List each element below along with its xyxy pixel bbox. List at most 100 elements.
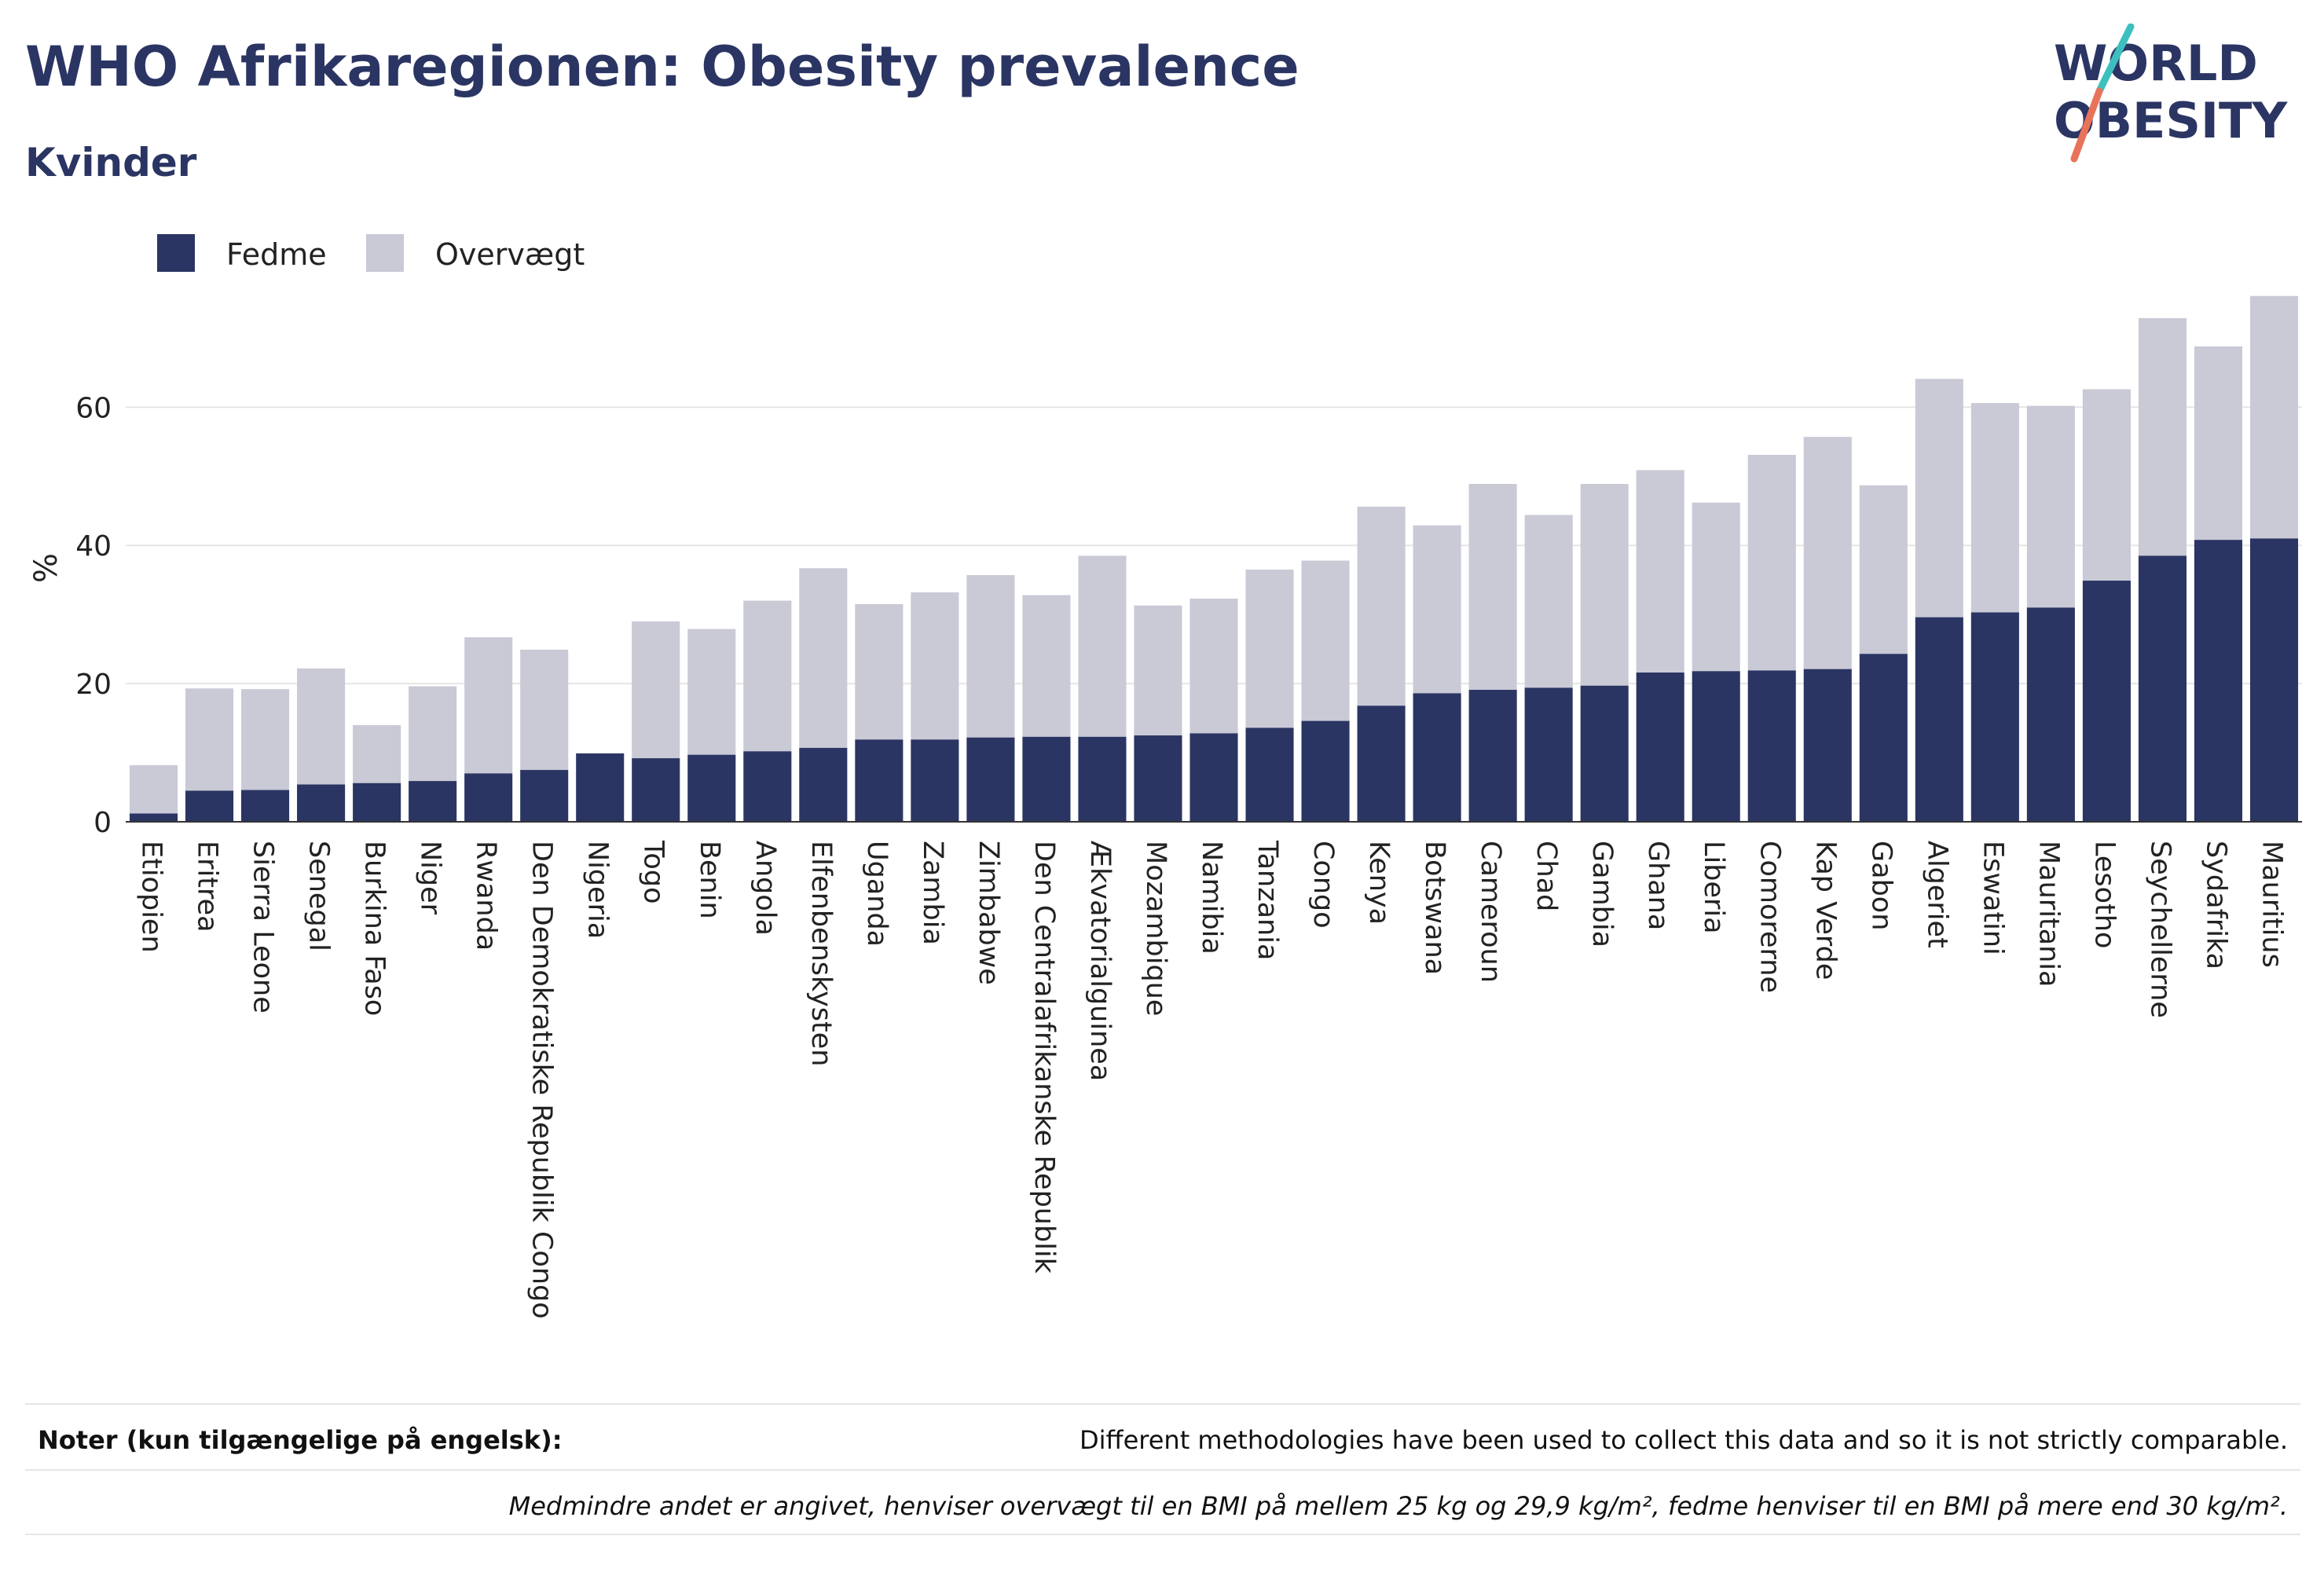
notes-definition: Medmindre andet er angivet, henviser ove… bbox=[508, 1491, 2288, 1521]
bar-fedme bbox=[241, 790, 290, 822]
bar-fedme bbox=[1468, 690, 1517, 822]
bar-fedme bbox=[2026, 607, 2075, 822]
bar-fedme bbox=[129, 813, 178, 822]
x-tick-label: Namibia bbox=[1196, 841, 1227, 955]
x-tick-label: Elfenbenskysten bbox=[805, 841, 837, 1066]
bar-fedme bbox=[1747, 670, 1796, 822]
x-tick-label: Uganda bbox=[861, 841, 893, 947]
notes-text: Different methodologies have been used t… bbox=[1080, 1425, 2288, 1455]
x-tick-label: Burkina Faso bbox=[359, 841, 390, 1016]
bar-overvaegt bbox=[1301, 560, 1350, 721]
x-tick-label: Gabon bbox=[1865, 841, 1897, 930]
bar-overvaegt bbox=[1803, 437, 1852, 669]
x-tick-label: Tanzania bbox=[1252, 840, 1283, 960]
bar-overvaegt bbox=[1692, 502, 1740, 672]
legend-label-overvaegt: Overvægt bbox=[435, 237, 585, 272]
x-tick-label: Kenya bbox=[1363, 841, 1395, 925]
bar-overvaegt bbox=[2194, 346, 2243, 541]
bar-overvaegt bbox=[1859, 485, 1908, 654]
x-tick-label: Algeriet bbox=[1921, 841, 1952, 948]
x-tick-label: Senegal bbox=[303, 841, 335, 951]
bar-overvaegt bbox=[2249, 295, 2299, 539]
x-tick-label: Den Demokratiske Republik Congo bbox=[526, 841, 558, 1319]
bars bbox=[129, 295, 2299, 822]
bar-fedme bbox=[2138, 555, 2187, 822]
bar-overvaegt bbox=[464, 637, 513, 774]
bar-fedme bbox=[1692, 671, 1740, 822]
legend-swatch-overvaegt bbox=[366, 234, 404, 272]
x-tick-label: Mauritania bbox=[2033, 841, 2064, 987]
notes-rule-middle bbox=[25, 1469, 2300, 1471]
bar-overvaegt bbox=[1078, 555, 1127, 737]
x-tick-label: Kap Verde bbox=[1809, 841, 1841, 980]
bar-overvaegt bbox=[799, 568, 848, 748]
x-tick-label: Sydafrika bbox=[2200, 841, 2231, 969]
x-tick-label: Cameroun bbox=[1475, 841, 1506, 983]
bar-overvaegt bbox=[632, 621, 680, 759]
bar-fedme bbox=[185, 790, 234, 822]
x-tick-label: Rwanda bbox=[471, 841, 502, 951]
chart-title: WHO Afrikaregionen: Obesity prevalence bbox=[25, 35, 1299, 99]
bar-fedme bbox=[743, 751, 792, 822]
bar-fedme bbox=[1134, 735, 1182, 822]
bar-fedme bbox=[966, 737, 1015, 822]
notes-rule-top bbox=[25, 1403, 2300, 1405]
x-tick-label: Comorerne bbox=[1754, 841, 1785, 993]
bar-fedme bbox=[1970, 612, 2019, 822]
bar-chart: 0 20 40 60% Etiopien Eritrea Sierra Leone Seneg… bbox=[28, 295, 2302, 1319]
logo-accent-stroke-coral bbox=[2070, 87, 2103, 163]
bar-overvaegt bbox=[1747, 454, 1796, 671]
bar-fedme bbox=[297, 784, 346, 822]
bar-fedme bbox=[2082, 581, 2131, 822]
bar-fedme bbox=[1636, 673, 1684, 822]
legend-swatch-fedme bbox=[157, 234, 195, 272]
y-axis-label: % bbox=[28, 553, 64, 583]
x-tick-label: Niger bbox=[415, 841, 446, 915]
bar-fedme bbox=[576, 753, 625, 822]
bar-overvaegt bbox=[297, 668, 346, 785]
bar-overvaegt bbox=[2082, 389, 2131, 581]
bar-fedme bbox=[855, 739, 904, 822]
notes-rule-bottom bbox=[25, 1534, 2300, 1535]
x-tick-label: Congo bbox=[1307, 841, 1339, 929]
bar-overvaegt bbox=[2138, 317, 2187, 556]
x-tick-label: Nigeria bbox=[582, 841, 614, 939]
bar-fedme bbox=[1189, 733, 1238, 822]
bar-overvaegt bbox=[241, 689, 290, 790]
bar-fedme bbox=[687, 754, 736, 822]
x-tick-label: Togo bbox=[638, 840, 669, 903]
bar-overvaegt bbox=[966, 575, 1015, 738]
bar-overvaegt bbox=[1413, 525, 1461, 694]
x-tick-label: Zambia bbox=[917, 841, 948, 945]
x-tick-label: Etiopien bbox=[136, 841, 167, 953]
bar-fedme bbox=[1803, 669, 1852, 822]
bar-overvaegt bbox=[1245, 569, 1294, 728]
x-tick-label: Mauritius bbox=[2256, 841, 2287, 968]
x-tick-label: Sierra Leone bbox=[247, 841, 279, 1013]
bar-overvaegt bbox=[1134, 605, 1182, 736]
bar-overvaegt bbox=[1357, 506, 1406, 706]
legend-label-fedme: Fedme bbox=[226, 237, 327, 272]
bar-overvaegt bbox=[129, 764, 178, 814]
x-tick-label: Botswana bbox=[1419, 841, 1450, 975]
x-tick-label: Den Centralafrikanske Republik bbox=[1028, 841, 1060, 1274]
bar-fedme bbox=[1580, 685, 1629, 822]
bar-overvaegt bbox=[1468, 483, 1517, 691]
bar-fedme bbox=[911, 739, 959, 822]
bar-overvaegt bbox=[1970, 403, 2019, 613]
x-tick-label: Mozambique bbox=[1140, 841, 1171, 1016]
x-tick-label: Chad bbox=[1530, 841, 1562, 911]
bar-overvaegt bbox=[911, 592, 959, 740]
bar-overvaegt bbox=[1580, 483, 1629, 686]
bar-overvaegt bbox=[1022, 595, 1071, 737]
x-tick-label: Zimbabwe bbox=[973, 841, 1004, 985]
bar-overvaegt bbox=[1636, 470, 1684, 673]
bar-overvaegt bbox=[353, 724, 401, 783]
logo-accent-stroke-teal bbox=[2095, 24, 2135, 95]
x-tick-label: Gambia bbox=[1586, 841, 1618, 947]
x-tick-label: Lesotho bbox=[2088, 841, 2120, 948]
chart-subtitle: Kvinder bbox=[25, 140, 197, 185]
bar-fedme bbox=[464, 773, 513, 822]
x-tick-label: Ghana bbox=[1642, 841, 1673, 930]
bar-fedme bbox=[353, 783, 401, 822]
